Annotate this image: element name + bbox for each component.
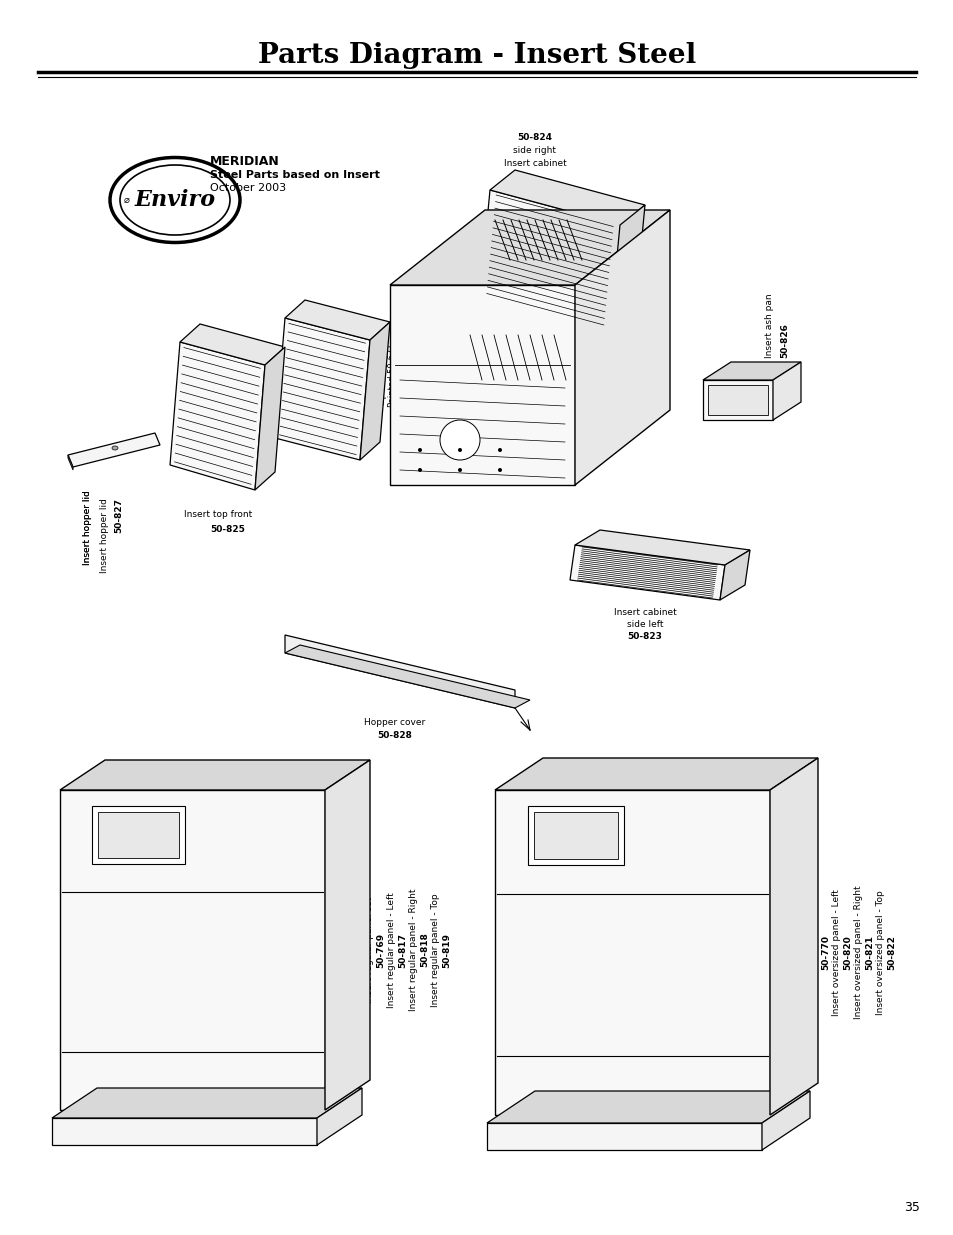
Polygon shape — [569, 545, 724, 600]
Polygon shape — [285, 635, 515, 708]
Text: Parts Diagram - Insert Steel: Parts Diagram - Insert Steel — [257, 42, 696, 68]
Text: Hopper cover: Hopper cover — [364, 718, 425, 727]
Polygon shape — [180, 324, 285, 366]
Text: Insert cabinet: Insert cabinet — [503, 159, 566, 168]
Polygon shape — [390, 210, 669, 285]
Polygon shape — [254, 347, 285, 490]
Text: Insert oversized panel - Left: Insert oversized panel - Left — [832, 889, 841, 1016]
Circle shape — [439, 420, 479, 459]
Polygon shape — [98, 811, 178, 857]
Text: 50-824: 50-824 — [517, 133, 552, 142]
Polygon shape — [702, 362, 801, 380]
Text: 50-827: 50-827 — [113, 498, 123, 534]
Polygon shape — [707, 385, 767, 415]
Text: 50-820: 50-820 — [842, 935, 852, 969]
Polygon shape — [769, 758, 817, 1115]
Text: Steel Parts based on Insert: Steel Parts based on Insert — [210, 170, 379, 180]
Text: Insert top front: Insert top front — [184, 510, 252, 519]
Polygon shape — [60, 760, 370, 790]
Polygon shape — [285, 300, 390, 340]
Polygon shape — [359, 322, 390, 459]
Polygon shape — [527, 806, 623, 864]
Text: Insert regular panel - Top: Insert regular panel - Top — [431, 893, 440, 1007]
Text: October 2003: October 2003 — [210, 183, 286, 193]
Polygon shape — [274, 317, 370, 459]
Text: 50-828: 50-828 — [377, 731, 412, 740]
Polygon shape — [60, 790, 325, 1110]
Polygon shape — [170, 342, 265, 490]
Polygon shape — [479, 190, 619, 330]
Text: Insert hopper lid: Insert hopper lid — [100, 498, 109, 573]
Polygon shape — [702, 380, 772, 420]
Text: 50-823: 50-823 — [627, 632, 661, 641]
Text: ⌀: ⌀ — [124, 195, 130, 205]
Text: Insert cabinet: Insert cabinet — [613, 608, 676, 618]
Text: 35: 35 — [903, 1202, 919, 1214]
Polygon shape — [486, 1123, 761, 1150]
Text: MERIDIAN: MERIDIAN — [210, 156, 279, 168]
Polygon shape — [495, 790, 769, 1115]
Polygon shape — [91, 806, 184, 863]
Text: 50-769: 50-769 — [376, 932, 385, 967]
Ellipse shape — [112, 446, 118, 450]
Polygon shape — [52, 1088, 361, 1118]
Text: side left: side left — [626, 620, 662, 629]
Text: Enviro: Enviro — [134, 189, 215, 211]
Text: Insert oversized panel - Right: Insert oversized panel - Right — [854, 885, 862, 1019]
Polygon shape — [534, 813, 618, 858]
Text: 50-770: 50-770 — [821, 935, 830, 969]
Polygon shape — [285, 645, 530, 708]
Text: side right: side right — [513, 146, 556, 156]
Polygon shape — [68, 454, 73, 471]
Circle shape — [457, 468, 461, 472]
Text: 50-826: 50-826 — [780, 324, 789, 358]
Polygon shape — [575, 530, 749, 564]
Polygon shape — [52, 1118, 316, 1145]
Polygon shape — [575, 210, 669, 485]
Polygon shape — [720, 550, 749, 600]
Text: Insert regular panel - Left: Insert regular panel - Left — [387, 892, 396, 1008]
Polygon shape — [772, 362, 801, 420]
Text: 50-818: 50-818 — [420, 932, 429, 967]
Polygon shape — [609, 205, 644, 330]
Polygon shape — [390, 285, 575, 485]
Polygon shape — [495, 758, 817, 790]
Text: Insert hopper lid: Insert hopper lid — [84, 490, 92, 564]
Text: 50-821: 50-821 — [864, 935, 874, 969]
Text: Insert hopper lid: Insert hopper lid — [84, 490, 92, 564]
Text: Top trim
Painted 50-671
Gold 50-672
Pewter 50-673
Antique copper 50-674: Top trim Painted 50-671 Gold 50-672 Pewt… — [377, 310, 428, 406]
Polygon shape — [325, 760, 370, 1110]
Circle shape — [497, 448, 501, 452]
Circle shape — [497, 468, 501, 472]
Text: 50-819: 50-819 — [442, 932, 451, 967]
Text: Insert regular panel - Right: Insert regular panel - Right — [409, 889, 418, 1011]
Circle shape — [417, 448, 421, 452]
Polygon shape — [68, 433, 160, 467]
Polygon shape — [490, 170, 644, 225]
Polygon shape — [316, 1088, 361, 1145]
Text: 50-817: 50-817 — [398, 932, 407, 967]
Circle shape — [457, 448, 461, 452]
Text: Insert regular panel set: Insert regular panel set — [365, 897, 375, 1003]
Text: 50-825: 50-825 — [211, 525, 245, 534]
Polygon shape — [761, 1091, 809, 1150]
Text: Insert oversized panel set: Insert oversized panel set — [810, 894, 819, 1011]
Text: 50-822: 50-822 — [886, 935, 896, 969]
Polygon shape — [486, 1091, 809, 1123]
Text: Insert ash pan: Insert ash pan — [764, 294, 774, 358]
Circle shape — [417, 468, 421, 472]
Text: Insert oversized panel - Top: Insert oversized panel - Top — [876, 890, 884, 1015]
